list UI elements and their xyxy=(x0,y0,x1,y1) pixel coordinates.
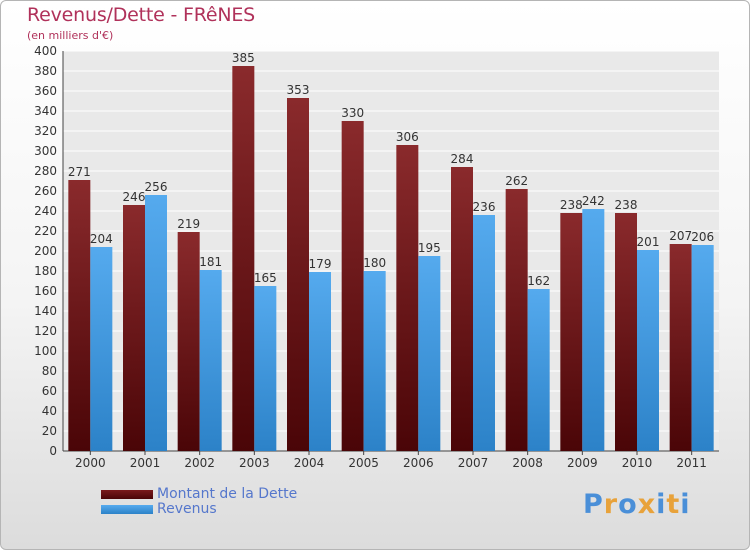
y-tick-label: 220 xyxy=(34,224,57,238)
x-tick-label: 2003 xyxy=(239,456,270,470)
bar-revenus xyxy=(582,209,605,451)
bar-dette xyxy=(615,213,637,451)
legend-label-dette: Montant de la Dette xyxy=(157,486,298,502)
y-tick-label: 0 xyxy=(49,444,57,458)
data-label-revenus: 195 xyxy=(418,241,441,255)
logo-letter: i xyxy=(656,489,667,520)
x-tick-label: 2005 xyxy=(348,456,379,470)
data-label-dette: 271 xyxy=(68,165,91,179)
data-label-revenus: 165 xyxy=(254,271,277,285)
data-label-revenus: 256 xyxy=(145,180,168,194)
bar-revenus xyxy=(527,289,550,451)
x-tick-label: 2008 xyxy=(512,456,543,470)
logo-letter: i xyxy=(680,489,691,520)
data-label-revenus: 179 xyxy=(309,257,332,271)
y-tick-label: 380 xyxy=(34,64,57,78)
y-tick-label: 260 xyxy=(34,184,57,198)
data-label-dette: 353 xyxy=(287,83,310,97)
bar-dette xyxy=(505,189,528,451)
bar-revenus xyxy=(90,247,113,451)
data-label-dette: 219 xyxy=(177,217,200,231)
bar-dette xyxy=(560,213,583,451)
bar-dette xyxy=(396,145,419,451)
data-label-dette: 238 xyxy=(560,198,583,212)
x-tick-label: 2007 xyxy=(458,456,489,470)
logo-letter: r xyxy=(603,489,619,520)
bar-dette xyxy=(287,98,309,451)
bar-revenus xyxy=(691,245,714,451)
logo-letter: x xyxy=(637,489,657,520)
y-tick-label: 180 xyxy=(34,264,57,278)
logo-letter: o xyxy=(618,489,638,520)
x-tick-label: 2009 xyxy=(567,456,598,470)
data-label-dette: 306 xyxy=(396,130,419,144)
y-tick-label: 320 xyxy=(34,124,57,138)
y-tick-label: 360 xyxy=(34,84,57,98)
bar-dette xyxy=(451,167,473,451)
logo-letter: P xyxy=(583,489,604,520)
chart-title: Revenus/Dette - FRêNES xyxy=(27,4,256,26)
legend-swatch-dette xyxy=(101,490,153,499)
y-tick-label: 120 xyxy=(34,324,57,338)
data-label-dette: 262 xyxy=(505,174,528,188)
bar-revenus xyxy=(418,256,441,451)
y-tick-label: 100 xyxy=(34,344,57,358)
x-tick-label: 2011 xyxy=(676,456,707,470)
bar-revenus xyxy=(363,271,386,451)
chart-subtitle: (en milliers d'€) xyxy=(27,29,114,42)
y-tick-label: 240 xyxy=(34,204,57,218)
bar-dette xyxy=(232,66,255,451)
x-tick-label: 2002 xyxy=(184,456,215,470)
x-tick-label: 2004 xyxy=(294,456,325,470)
y-tick-label: 80 xyxy=(42,364,57,378)
data-label-dette: 246 xyxy=(123,190,146,204)
data-label-dette: 330 xyxy=(341,106,364,120)
bar-dette xyxy=(177,232,200,451)
legend-swatch-revenus xyxy=(101,505,153,514)
x-tick-label: 2001 xyxy=(130,456,161,470)
y-tick-label: 20 xyxy=(42,424,57,438)
bar-revenus xyxy=(145,195,167,451)
y-tick-label: 280 xyxy=(34,164,57,178)
x-tick-label: 2006 xyxy=(403,456,434,470)
y-tick-label: 40 xyxy=(42,404,57,418)
x-tick-label: 2010 xyxy=(622,456,653,470)
data-label-revenus: 204 xyxy=(90,232,113,246)
data-label-dette: 385 xyxy=(232,51,255,65)
proxiti-logo: Proxiti xyxy=(583,489,691,520)
bar-revenus xyxy=(473,215,495,451)
data-label-revenus: 206 xyxy=(691,230,714,244)
data-label-dette: 238 xyxy=(615,198,638,212)
bar-dette xyxy=(68,180,91,451)
y-tick-label: 140 xyxy=(34,304,57,318)
y-tick-label: 200 xyxy=(34,244,57,258)
data-label-dette: 284 xyxy=(451,152,474,166)
bar-revenus xyxy=(309,272,331,451)
y-tick-label: 160 xyxy=(34,284,57,298)
data-label-revenus: 236 xyxy=(473,200,496,214)
legend-label-revenus: Revenus xyxy=(157,501,217,517)
bar-dette xyxy=(341,121,364,451)
bar-revenus xyxy=(254,286,277,451)
bar-dette xyxy=(123,205,145,451)
bar-dette xyxy=(669,244,692,451)
y-tick-label: 400 xyxy=(34,44,57,58)
y-tick-label: 340 xyxy=(34,104,57,118)
y-tick-label: 300 xyxy=(34,144,57,158)
data-label-revenus: 201 xyxy=(637,235,660,249)
data-label-revenus: 162 xyxy=(527,274,550,288)
data-label-dette: 207 xyxy=(669,229,692,243)
bar-revenus xyxy=(199,270,222,451)
logo-letter: t xyxy=(666,489,681,520)
bar-revenus xyxy=(637,250,659,451)
x-tick-label: 2000 xyxy=(75,456,106,470)
data-label-revenus: 181 xyxy=(199,255,222,269)
data-label-revenus: 242 xyxy=(582,194,605,208)
data-label-revenus: 180 xyxy=(363,256,386,270)
y-tick-label: 60 xyxy=(42,384,57,398)
